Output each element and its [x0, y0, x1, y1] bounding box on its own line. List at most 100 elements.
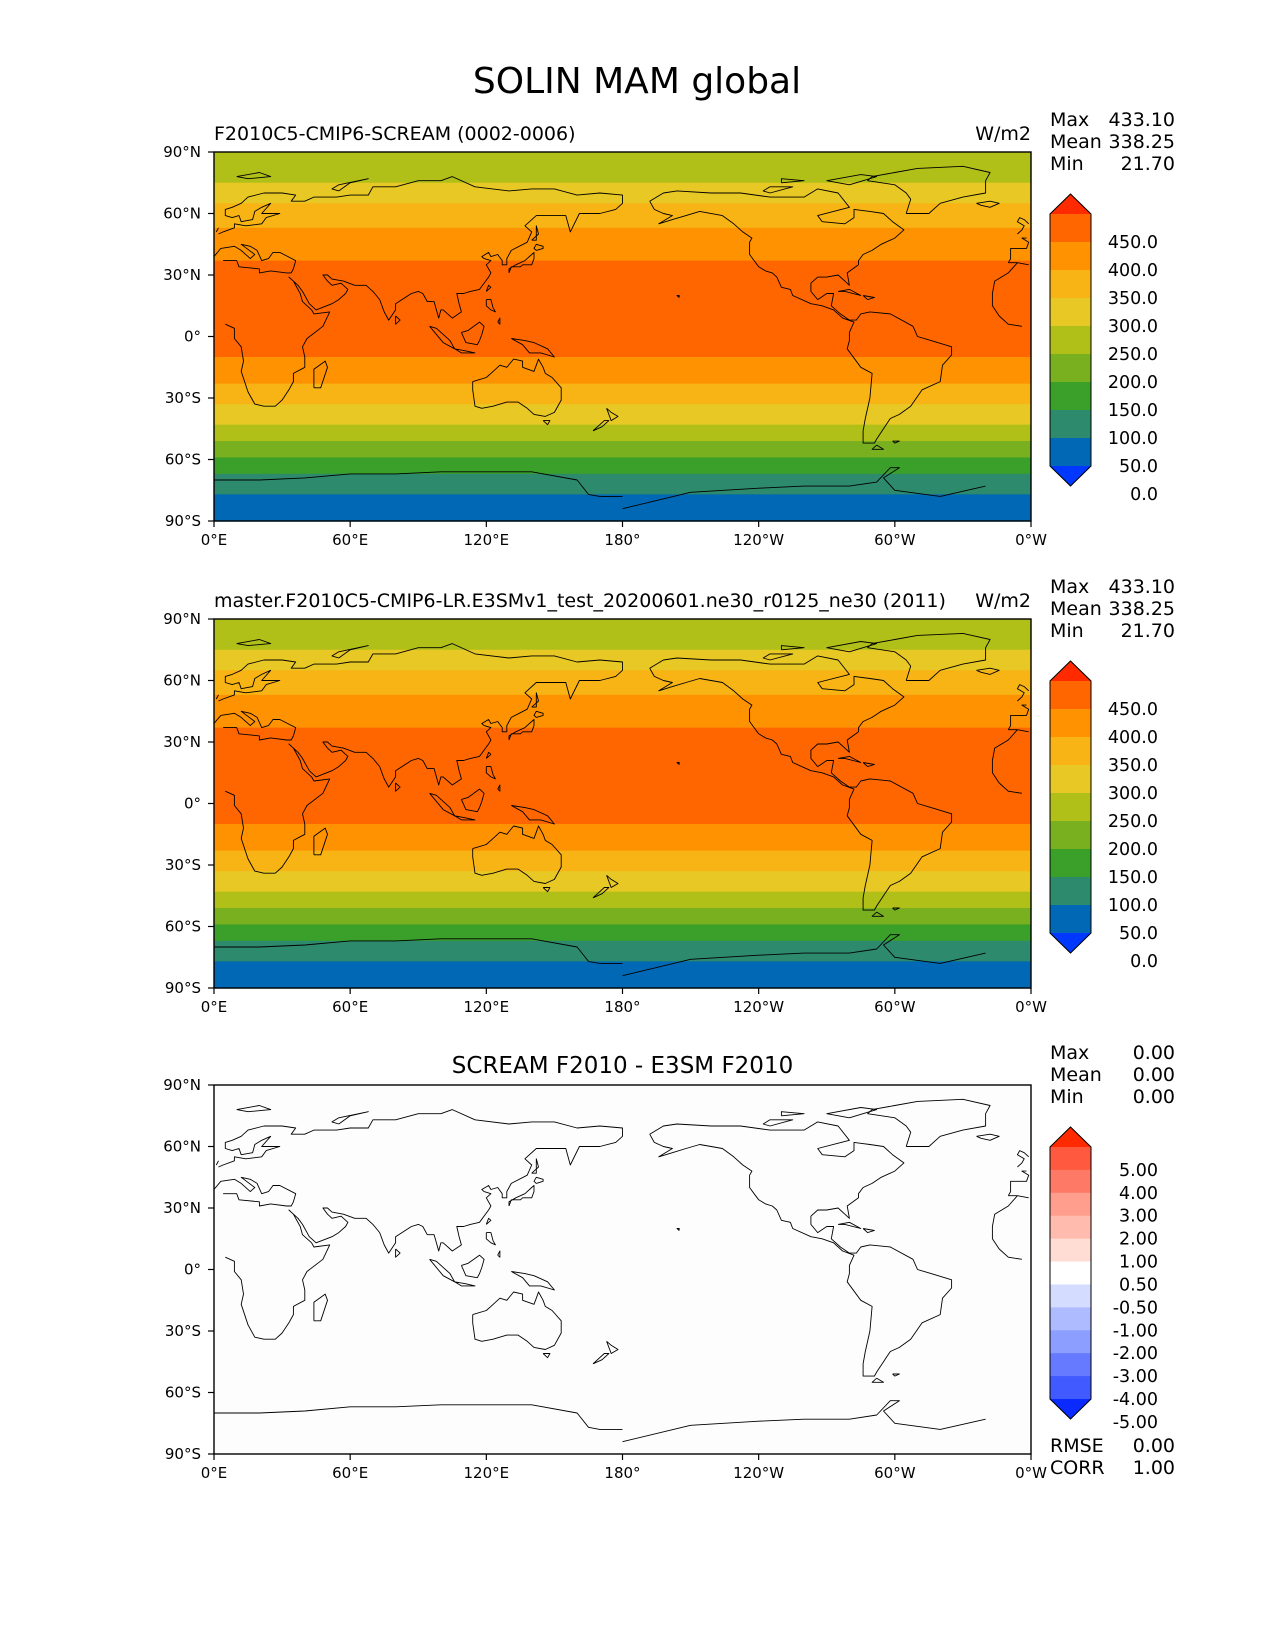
coastline: [533, 710, 544, 718]
panel-title: F2010C5-CMIP6-SCREAM (0002-0006): [214, 123, 576, 145]
y-tick-label: 60°N: [163, 1138, 201, 1156]
map-panel-3: SCREAM F2010 - E3SM F2010 0°E 60°E 120°E 180…: [163, 1042, 1175, 1482]
colorbar-tick-label: 1.00: [1119, 1253, 1158, 1273]
field-band: [214, 182, 1031, 204]
y-tick-label: 60°N: [163, 205, 201, 223]
colorbar-outline: [1049, 1126, 1092, 1420]
colorbar-segment: [1050, 270, 1091, 299]
field-band: [214, 424, 1031, 442]
colorbar-tick-label: 0.0: [1130, 485, 1158, 505]
stat-label: Min: [1050, 153, 1084, 175]
coastline: [676, 1228, 680, 1231]
coastline: [871, 444, 884, 450]
stat-value: 433.10: [1109, 109, 1175, 131]
stat-value: 338.25: [1109, 131, 1175, 153]
y-tick-label: 30°S: [165, 389, 201, 407]
colorbar-tick-label: 3.00: [1119, 1207, 1158, 1227]
coastline: [976, 200, 1000, 208]
colorbar-segment: [1050, 681, 1091, 710]
coastline: [454, 1281, 476, 1287]
colorbar-tick-label: 400.0: [1108, 728, 1158, 748]
coastline: [592, 1353, 610, 1365]
colorbar-tick-label: -1.00: [1113, 1321, 1158, 1341]
colorbar-segment: [1050, 1284, 1091, 1308]
coastline: [429, 1258, 456, 1283]
coastline: [531, 1158, 539, 1174]
coastline: [762, 653, 794, 661]
colorbar-tick-label: 50.0: [1119, 457, 1158, 477]
colorbar-tick-label: -2.00: [1113, 1344, 1158, 1364]
colorbar-tick-label: 450.0: [1108, 233, 1158, 253]
colorbar-tick-label: 450.0: [1108, 700, 1158, 720]
stat-label: Min: [1050, 1086, 1084, 1108]
coastline: [236, 639, 272, 647]
colorbar-segment: [1050, 1330, 1091, 1354]
coastline: [313, 360, 328, 389]
y-tick-label: 0°: [184, 1261, 201, 1279]
map-panel-2: master.F2010C5-CMIP6-LR.E3SMv1_test_2020…: [163, 576, 1175, 1016]
y-tick-label: 30°S: [165, 856, 201, 874]
colorbar-segment: [1050, 242, 1091, 271]
colorbar-segment: [1050, 1238, 1091, 1263]
y-tick-label: 90°N: [163, 143, 201, 161]
field-band: [214, 670, 1031, 696]
coastline: [331, 178, 369, 192]
x-tick-label: 180°: [604, 998, 640, 1016]
coastline: [485, 284, 492, 292]
coastline: [533, 1176, 544, 1184]
colorbar-extend-top: [1050, 661, 1091, 681]
coastline: [485, 766, 496, 780]
colorbar-tick-label: 50.0: [1119, 924, 1158, 944]
x-tick-label: 120°E: [464, 1464, 510, 1482]
coastline: [592, 420, 610, 432]
colorbar-tick-label: 300.0: [1108, 784, 1158, 804]
coastline: [454, 815, 476, 821]
coastline: [606, 407, 619, 422]
x-tick-label: 0°E: [201, 531, 228, 549]
coastline: [762, 1119, 794, 1127]
coastline: [313, 1293, 328, 1322]
colorbar-tick-label: 250.0: [1108, 812, 1158, 832]
colorbar-tick-label: 2.00: [1119, 1230, 1158, 1250]
coastline: [892, 907, 900, 911]
coastline: [429, 325, 456, 350]
coastline: [542, 887, 551, 893]
colorbar-tick-label: 300.0: [1108, 317, 1158, 337]
field-band: [214, 383, 1031, 405]
field-band: [214, 940, 1031, 962]
footer-stat-value: 0.00: [1133, 1435, 1175, 1457]
colorbar-segment: [1050, 737, 1091, 766]
field-band: [214, 961, 1031, 989]
colorbar-segment: [1050, 382, 1091, 411]
colorbar-segment: [1050, 1147, 1091, 1171]
coastline: [508, 719, 535, 741]
y-tick-label: 90°S: [165, 1445, 201, 1463]
x-tick-label: 120°E: [464, 531, 510, 549]
stat-value: 433.10: [1109, 576, 1175, 598]
colorbar-tick-label: -5.00: [1113, 1413, 1158, 1433]
coastline: [867, 1098, 991, 1147]
coastline: [214, 467, 986, 510]
coastline: [395, 782, 401, 792]
colorbar-tick-label: 200.0: [1108, 840, 1158, 860]
coastline: [780, 1111, 805, 1117]
coastline: [531, 225, 539, 241]
coastline: [214, 934, 986, 977]
coastlines: [214, 632, 1030, 977]
colorbar-segment: [1050, 1169, 1091, 1194]
stat-label: Max: [1050, 1042, 1089, 1064]
x-tick-label: 0°E: [201, 1464, 228, 1482]
coastline: [838, 288, 862, 296]
colorbar-tick-label: 150.0: [1108, 401, 1158, 421]
x-tick-label: 60°E: [332, 998, 368, 1016]
stat-label: Mean: [1050, 1064, 1102, 1086]
colorbar-segment: [1050, 821, 1091, 850]
colorbar-tick-label: 100.0: [1108, 896, 1158, 916]
coastline: [862, 295, 875, 301]
figure-title: SOLIN MAM global: [473, 61, 801, 102]
field-band: [214, 494, 1031, 522]
coastline: [485, 299, 496, 313]
panel-title: master.F2010C5-CMIP6-LR.E3SMv1_test_2020…: [214, 590, 946, 612]
field-band: [214, 649, 1031, 671]
coastline: [531, 692, 539, 708]
